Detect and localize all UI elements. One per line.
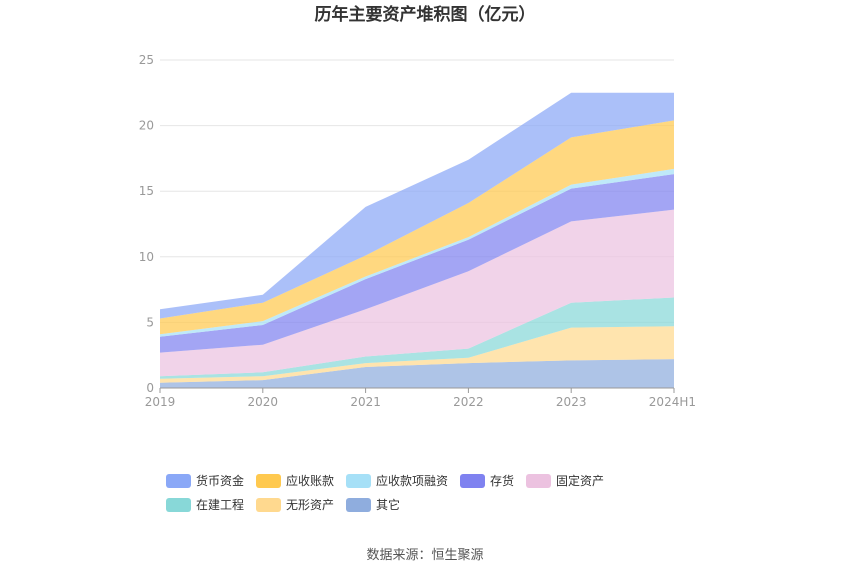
legend-swatch [526,474,551,488]
legend-swatch [460,474,485,488]
legend-swatch [346,498,371,512]
legend-swatch [346,474,371,488]
area-series-2 [160,297,674,379]
legend-swatch [256,474,281,488]
legend-item[interactable]: 货币资金 [166,473,244,488]
legend-label: 固定资产 [556,473,604,488]
area-series-4 [160,174,674,353]
y-tick-label: 5 [146,315,154,329]
legend-item[interactable]: 其它 [346,497,400,512]
chart-title: 历年主要资产堆积图（亿元） [315,4,536,25]
y-tick-label: 25 [139,53,154,67]
y-tick-label: 0 [146,381,154,395]
legend-item[interactable]: 存货 [460,473,514,488]
legend-swatch [166,498,191,512]
x-tick-label: 2023 [556,395,587,409]
legend-item[interactable]: 应收账款 [256,473,334,488]
data-source-note: 数据来源：恒生聚源 [366,548,483,563]
legend-item[interactable]: 应收款项融资 [346,473,448,488]
x-tick-label: 2020 [248,395,279,409]
legend-swatch [166,474,191,488]
area-series-7 [160,92,674,319]
legend-swatch [256,498,281,512]
x-tick-label: 2019 [145,395,176,409]
area-series-1 [160,326,674,383]
legend-label: 应收款项融资 [376,473,448,488]
legend-item[interactable]: 无形资产 [256,498,334,512]
legend-label: 无形资产 [286,498,334,512]
legend-item[interactable]: 固定资产 [526,473,604,488]
axes: 2019 2020 2021 2022 2023 2024H1 [145,387,696,409]
legend-label: 货币资金 [196,473,244,488]
y-tick-label: 15 [139,184,154,198]
legend-label: 应收账款 [286,473,334,488]
area-series-0 [160,359,674,388]
y-tick-label: 20 [139,119,154,133]
legend-label: 其它 [376,497,400,512]
area-series-6 [160,120,674,335]
area-series [160,92,674,388]
x-tick-label: 2021 [350,395,381,409]
legend-label: 在建工程 [196,497,244,512]
area-series-3 [160,209,674,377]
legend-label: 存货 [490,473,514,488]
x-tick-label: 2024H1 [649,395,696,409]
y-tick-label: 10 [139,250,154,264]
legend-item[interactable]: 在建工程 [166,497,244,512]
x-tick-label: 2022 [453,395,484,409]
